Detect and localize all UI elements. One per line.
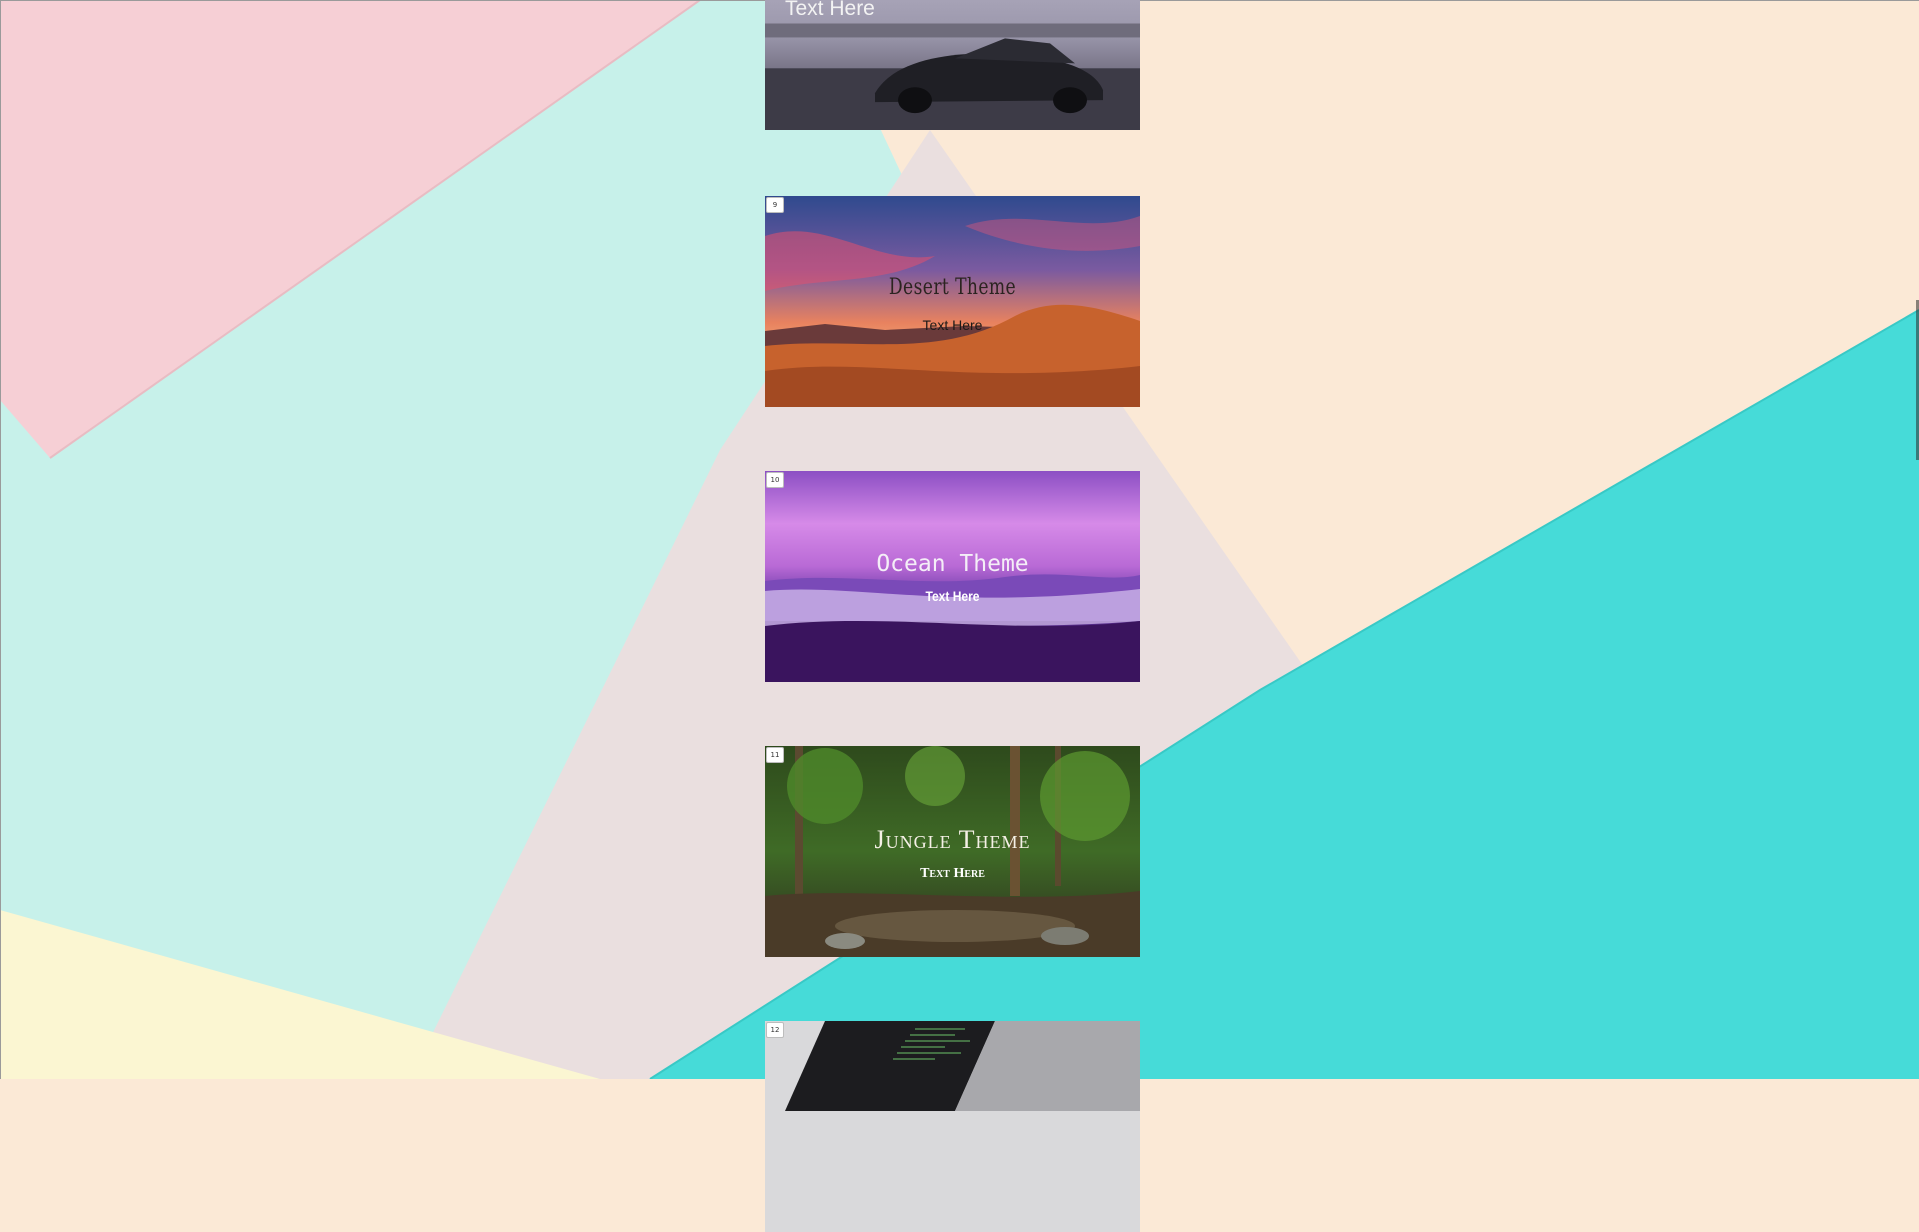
ocean-beach-image bbox=[765, 471, 1140, 682]
slide-title: Jungle Theme bbox=[874, 825, 1031, 854]
slide-subtitle: Text Here bbox=[925, 588, 980, 604]
slide-number: 12 bbox=[766, 1022, 784, 1038]
slide-title: Desert Theme bbox=[888, 275, 1017, 300]
slide-thumbnail-laptop[interactable]: 12 bbox=[765, 1021, 1140, 1232]
slide-subtitle: Text Here bbox=[920, 866, 985, 881]
jungle-stream-image bbox=[765, 746, 1140, 957]
sports-car-image bbox=[765, 0, 1140, 130]
slide-thumbnail-ocean[interactable]: 10 Ocean Theme Text Here bbox=[765, 471, 1140, 682]
slide-subtitle: Text Here bbox=[785, 0, 875, 20]
slide-number: 11 bbox=[766, 747, 784, 763]
slide-subtitle: Text Here bbox=[922, 317, 983, 333]
slide-number: 9 bbox=[766, 197, 784, 213]
slide-thumbnail-jungle[interactable]: 11 Jungle Theme Text Here bbox=[765, 746, 1140, 957]
window-border-left bbox=[0, 0, 1, 1079]
laptop-code-image bbox=[765, 1021, 1140, 1232]
slide-number: 10 bbox=[766, 472, 784, 488]
desert-sunset-image bbox=[765, 196, 1140, 407]
scrollbar[interactable] bbox=[1916, 300, 1919, 460]
slide-thumbnail-desert[interactable]: 9 Desert Theme Text Here bbox=[765, 196, 1140, 407]
slide-title: Ocean Theme bbox=[876, 551, 1029, 577]
slide-thumbnail-car[interactable]: Text Here bbox=[765, 0, 1140, 131]
